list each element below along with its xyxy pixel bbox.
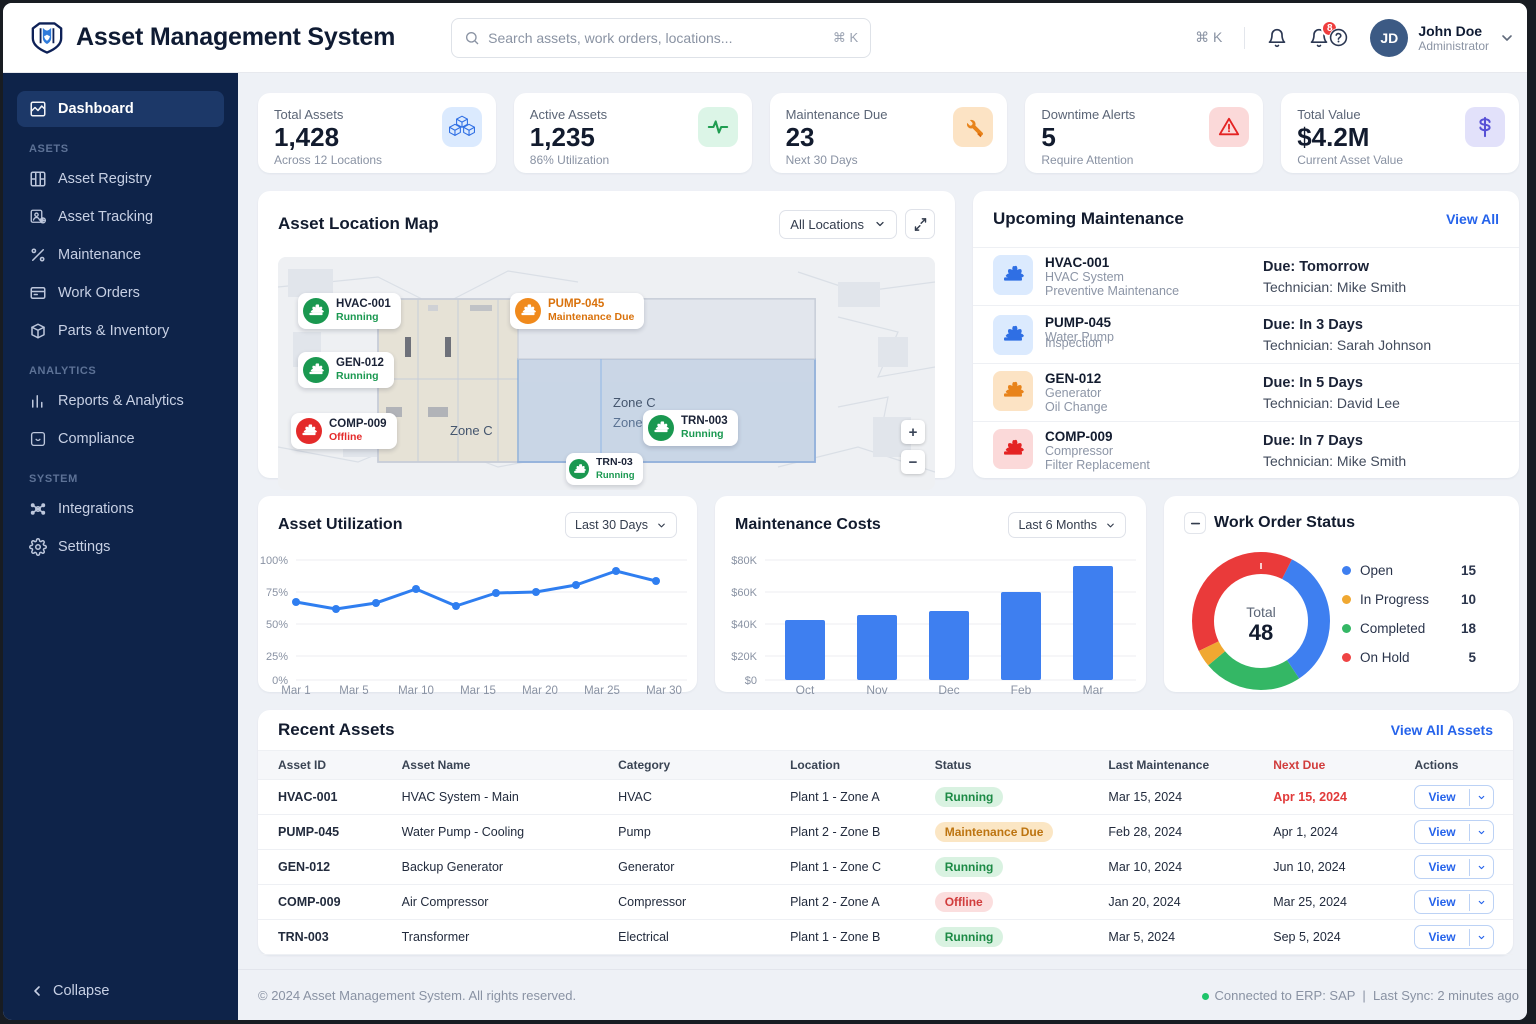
svg-text:$0: $0 (745, 675, 757, 687)
svg-text:$40K: $40K (731, 619, 757, 631)
svg-text:48: 48 (1249, 620, 1273, 645)
svg-text:Mar 1: Mar 1 (281, 685, 310, 694)
svg-text:Zone C: Zone C (613, 395, 656, 410)
svg-text:Mar 20: Mar 20 (522, 685, 558, 694)
svg-text:Mar 10: Mar 10 (398, 685, 434, 694)
svg-text:Mar 30: Mar 30 (646, 685, 682, 694)
svg-text:Oct: Oct (796, 683, 815, 694)
svg-text:Zone C: Zone C (450, 423, 493, 438)
svg-text:Dec: Dec (938, 683, 959, 694)
svg-text:Mar: Mar (1083, 683, 1104, 694)
svg-text:$20K: $20K (731, 651, 757, 663)
svg-text:50%: 50% (266, 619, 288, 631)
svg-text:$60K: $60K (731, 587, 757, 599)
svg-text:Nov: Nov (866, 683, 887, 694)
svg-text:Total: Total (1246, 604, 1276, 620)
svg-text:Mar 5: Mar 5 (339, 685, 368, 694)
svg-text:$80K: $80K (731, 555, 757, 567)
svg-text:Feb: Feb (1011, 683, 1032, 694)
svg-text:75%: 75% (266, 587, 288, 599)
svg-text:Mar 25: Mar 25 (584, 685, 620, 694)
svg-text:100%: 100% (260, 555, 288, 567)
svg-text:25%: 25% (266, 651, 288, 663)
svg-text:Mar 15: Mar 15 (460, 685, 496, 694)
